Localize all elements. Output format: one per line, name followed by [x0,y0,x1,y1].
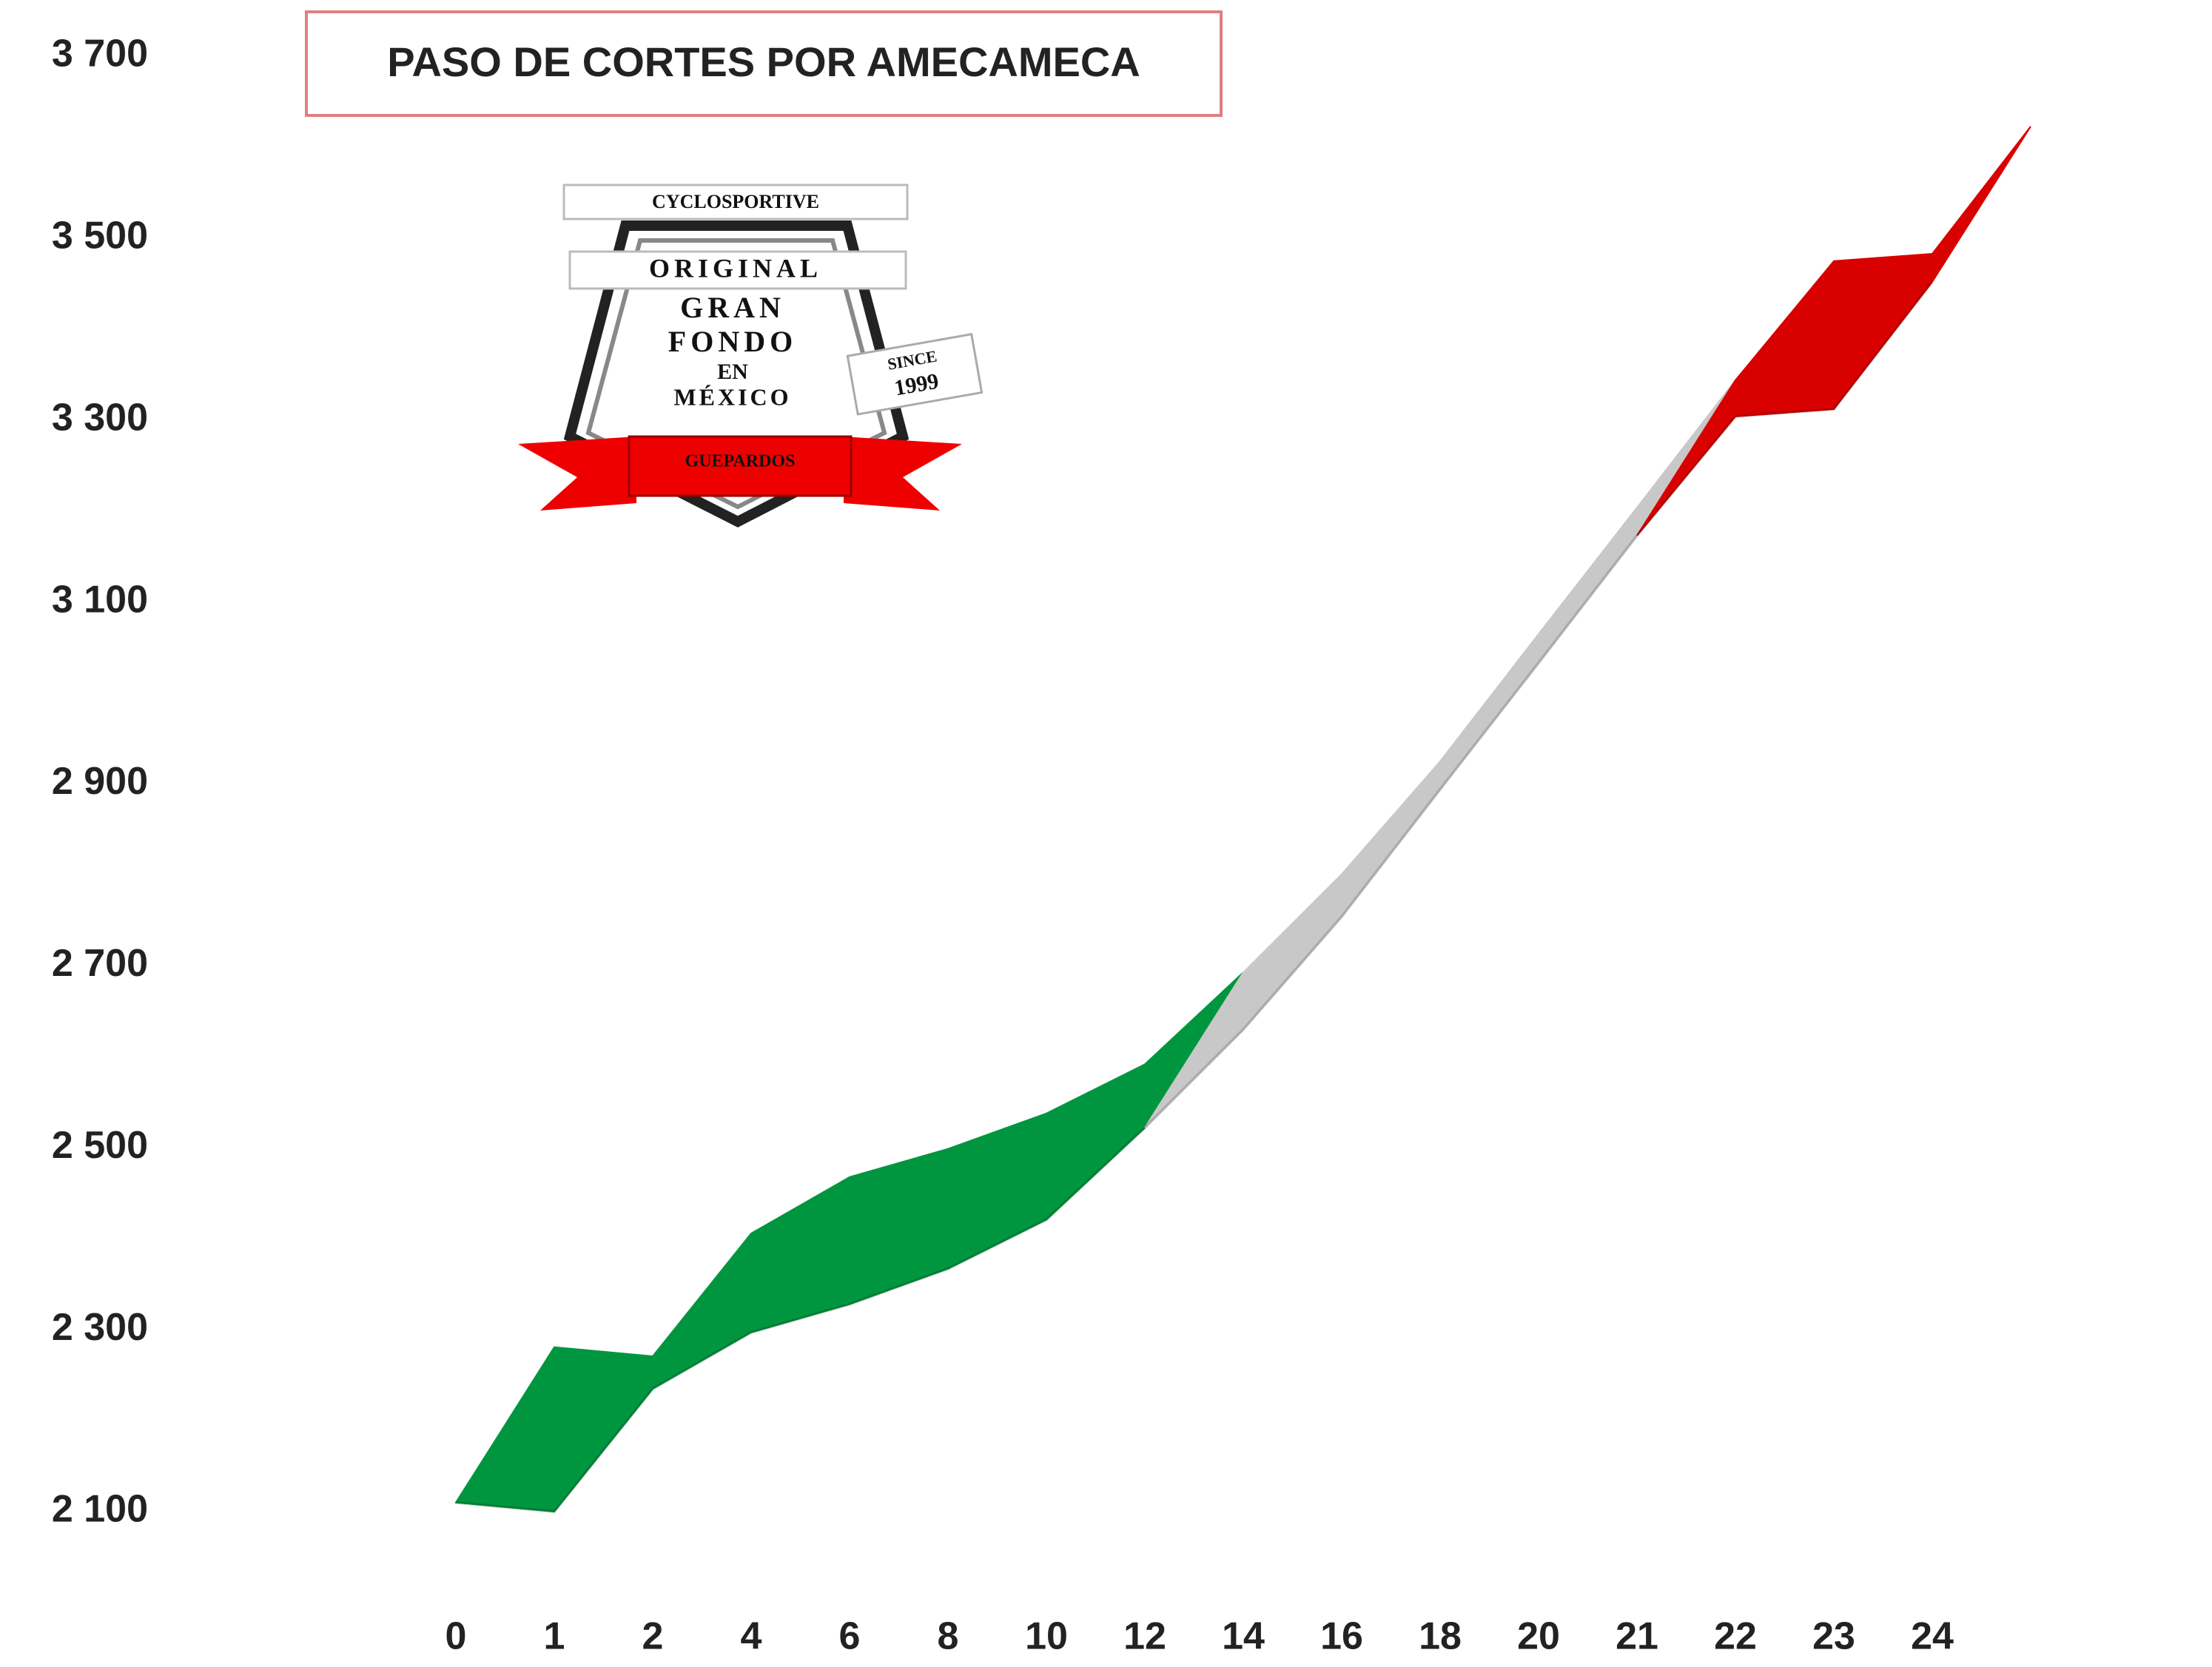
x-tick-label: 23 [1812,1615,1855,1658]
x-tick-label: 18 [1419,1615,1462,1658]
logo-ribbon-left [518,437,636,511]
y-tick-label: 3 300 [52,396,148,439]
x-tick-label: 2 [642,1615,664,1658]
ribbon-edge [1636,280,1934,537]
y-tick-label: 2 500 [52,1124,148,1167]
logo-ribbon-right [844,437,962,511]
y-tick-label: 3 700 [52,33,148,75]
ribbon [454,971,1244,1513]
x-tick-label: 6 [839,1615,861,1658]
logo-text: ORIGINAL [649,253,822,283]
y-tick-label: 2 100 [52,1488,148,1531]
x-tick-label: 12 [1123,1615,1166,1658]
y-tick-label: 3 500 [52,215,148,257]
x-tick-label: 24 [1911,1615,1954,1658]
y-tick-label: 2 700 [52,942,148,985]
x-tick-label: 22 [1714,1615,1757,1658]
chart-title: PASO DE CORTES POR AMECAMECA [387,38,1140,85]
logo-banner [628,435,853,497]
x-tick-label: 14 [1222,1615,1265,1658]
ribbon [1144,380,1736,1128]
x-tick-label: 20 [1517,1615,1560,1658]
title-box [305,10,1223,117]
logo-text: FONDO [668,325,797,358]
y-tick-label: 2 300 [52,1306,148,1349]
x-tick-label: 8 [938,1615,959,1658]
x-tick-label: 16 [1320,1615,1363,1658]
logo-text: CYCLOSPORTIVE [652,191,819,212]
x-tick-label: 4 [741,1615,762,1658]
ribbon [1636,126,2031,536]
x-tick-label: 1 [544,1615,565,1658]
y-tick-label: 3 100 [52,578,148,621]
logo-text: MÉXICO [673,383,791,410]
x-tick-label: 21 [1616,1615,1658,1658]
ribbon-edge [455,1126,1146,1514]
x-tick-label: 10 [1025,1615,1068,1658]
logo-text: GUEPARDOS [685,452,796,471]
logo-text: GRAN [680,291,785,324]
logo-since-box [846,332,984,416]
logo-top-box [562,183,909,220]
logo-box [568,250,907,290]
ribbon-edge [1143,534,1638,1129]
x-tick-label: 0 [446,1615,467,1658]
y-tick-label: 2 900 [52,760,148,803]
logo-text: EN [717,360,748,384]
logo: CYCLOSPORTIVE ORIGINAL GRAN FONDO EN MÉX… [518,183,984,528]
